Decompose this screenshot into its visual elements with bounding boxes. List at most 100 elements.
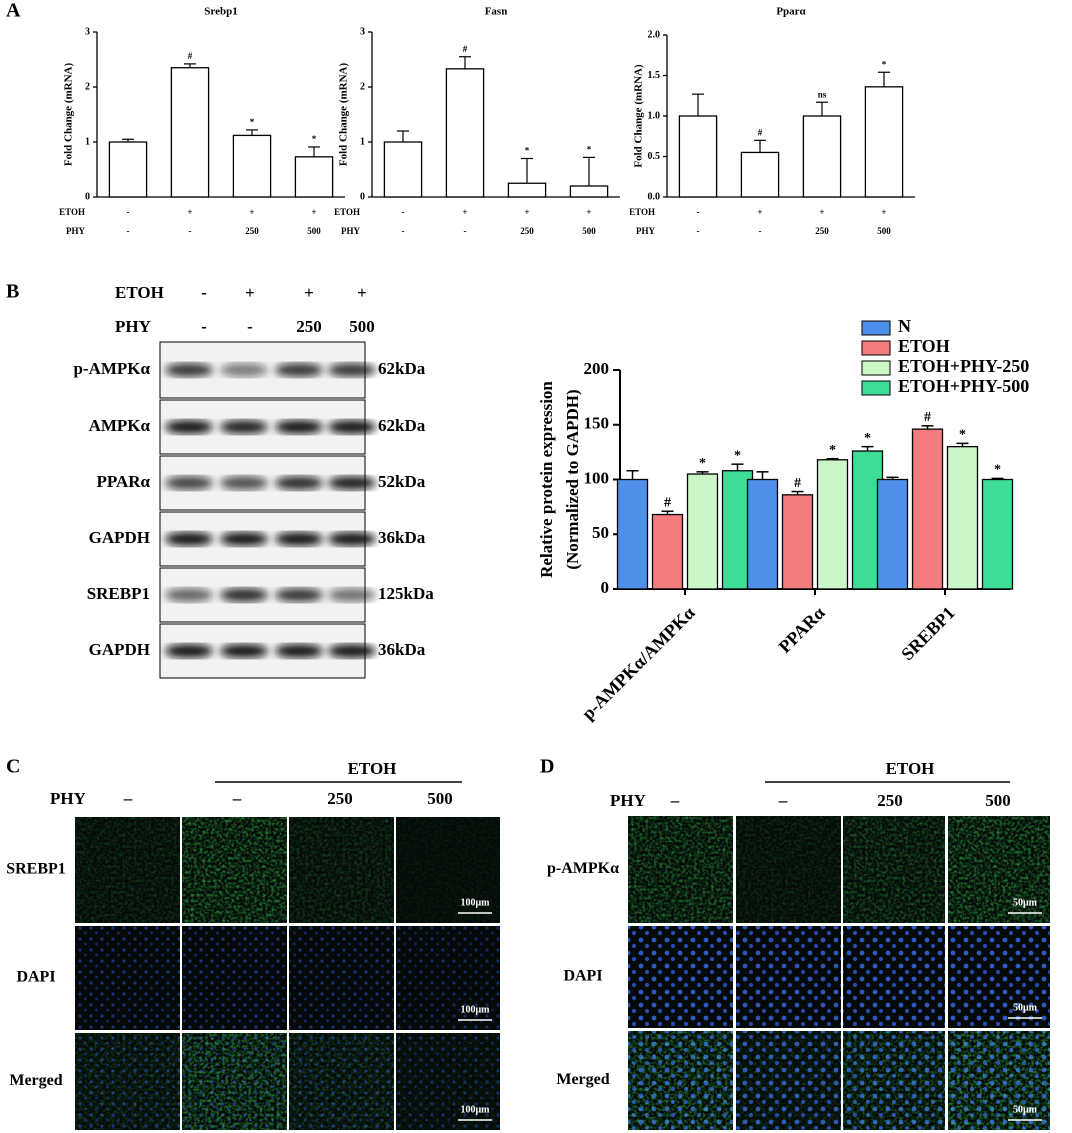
band-name: p-AMPKα <box>73 359 150 378</box>
bar <box>802 115 842 198</box>
blot-band <box>165 363 213 377</box>
treatment-value: + <box>881 207 886 217</box>
significance-marker: * <box>525 146 530 156</box>
phy-value: – <box>123 789 133 808</box>
y-tick-label: 100 <box>584 468 610 487</box>
treatment-value: 500 <box>349 317 375 336</box>
significance-marker: # <box>924 410 931 425</box>
treatment-value: 500 <box>307 226 321 236</box>
panel-label: C <box>6 756 20 778</box>
treatment-value: + <box>524 207 529 217</box>
treatment-value: 250 <box>296 317 322 336</box>
bar <box>383 141 423 198</box>
phy-label: PHY <box>610 791 646 810</box>
y-tick-label: 0.0 <box>648 191 661 202</box>
blot-band <box>275 476 323 490</box>
band-name: GAPDH <box>89 640 150 659</box>
green-stain <box>948 1031 1050 1130</box>
treatment-value: 250 <box>245 226 259 236</box>
blot-band <box>165 644 213 658</box>
treatment-value: + <box>249 207 254 217</box>
band-size: 125kDa <box>378 584 434 603</box>
significance-marker: * <box>882 59 887 69</box>
bar <box>445 68 485 198</box>
significance-marker: * <box>734 448 741 463</box>
blot-band <box>220 644 268 658</box>
nuclei-stain <box>396 926 500 1030</box>
green-stain <box>289 1033 394 1130</box>
significance-marker: # <box>463 44 468 54</box>
treatment-value: - <box>697 226 700 236</box>
treatment-value: + <box>311 207 316 217</box>
significance-marker: # <box>664 495 671 510</box>
treatment-value: + <box>304 283 314 302</box>
treatment-value: - <box>127 207 130 217</box>
treatment-value: 250 <box>520 226 534 236</box>
blot-band <box>165 476 213 490</box>
green-stain <box>628 1031 733 1130</box>
blot-band <box>275 532 323 546</box>
x-tick-label: PPARα <box>775 603 829 657</box>
row-label: DAPI <box>16 969 55 986</box>
blot-band <box>328 363 376 377</box>
significance-marker: * <box>829 443 836 458</box>
treatment-value: + <box>462 207 467 217</box>
significance-marker: # <box>188 51 193 61</box>
green-stain <box>396 1033 500 1130</box>
bar <box>686 473 719 590</box>
y-axis-label: Fold Change (mRNA) <box>633 64 645 168</box>
significance-marker: * <box>959 428 966 443</box>
treatment-value: + <box>357 283 367 302</box>
treatment-value: + <box>586 207 591 217</box>
row-label: DAPI <box>563 968 602 985</box>
panel-label: B <box>6 281 19 303</box>
treatment-value: - <box>201 283 207 302</box>
row-label: Merged <box>9 1072 62 1089</box>
significance-marker: * <box>994 463 1001 478</box>
band-name: AMPKα <box>89 416 151 435</box>
treatment-label: ETOH <box>629 207 655 217</box>
blot-band <box>220 363 268 377</box>
bar <box>981 478 1014 590</box>
y-tick-label: 1.5 <box>648 70 661 81</box>
phy-value: 500 <box>985 791 1011 810</box>
legend-swatch <box>861 320 891 336</box>
green-stain <box>628 816 733 923</box>
chart-title: Fasn <box>485 6 508 18</box>
bar <box>746 478 779 590</box>
treatment-value: + <box>245 283 255 302</box>
band-size: 52kDa <box>378 472 426 491</box>
scale-label: 50μm <box>1013 1002 1038 1013</box>
row-label: p-AMPKα <box>547 860 619 877</box>
y-tick-label: 1 <box>360 136 365 147</box>
blot-band <box>328 420 376 434</box>
blot-band <box>220 588 268 602</box>
treatment-label: PHY <box>341 226 360 236</box>
blot-band <box>165 420 213 434</box>
row-label: Merged <box>556 1071 609 1088</box>
legend-label: ETOH <box>898 336 950 356</box>
bar <box>616 478 649 590</box>
significance-marker: * <box>312 134 317 144</box>
band-size: 36kDa <box>378 528 426 547</box>
bar <box>651 513 684 590</box>
y-axis-label: Fold Change (mRNA) <box>63 63 75 167</box>
y-axis-label: (Normalized to GAPDH) <box>563 389 582 569</box>
y-tick-label: 0 <box>360 191 365 202</box>
nuclei-stain <box>182 926 287 1030</box>
green-stain <box>182 1033 287 1130</box>
bar <box>294 156 334 198</box>
green-stain <box>396 817 500 923</box>
treatment-label: ETOH <box>334 207 360 217</box>
blot-band <box>275 363 323 377</box>
blot-band <box>165 588 213 602</box>
scale-label: 100μm <box>461 1004 491 1015</box>
significance-marker: * <box>699 456 706 471</box>
bar <box>108 141 148 198</box>
y-tick-label: 50 <box>592 523 609 542</box>
y-tick-label: 3 <box>85 26 90 37</box>
row-label: SREBP1 <box>6 861 66 878</box>
y-tick-label: 1.0 <box>648 110 661 121</box>
green-stain <box>182 817 287 923</box>
treatment-value: + <box>819 207 824 217</box>
